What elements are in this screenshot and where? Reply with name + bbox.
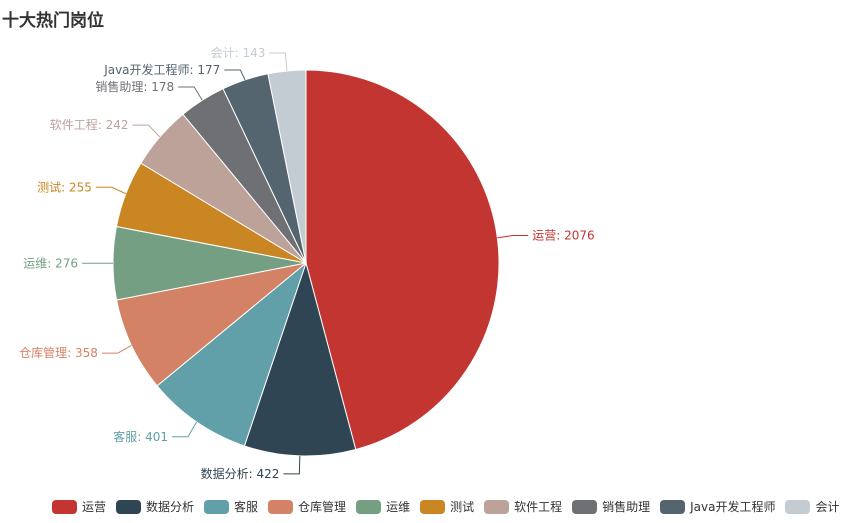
legend-swatch — [356, 499, 382, 514]
legend-label: Java开发工程师 — [690, 500, 776, 514]
legend-label: 仓库管理 — [298, 500, 347, 514]
label-line-8 — [224, 69, 246, 81]
legend: 运营 数据分析 客服 仓库管理 运维 测试 软件工程 销售助理 Java开发工程师 会计 — [52, 498, 840, 515]
legend-item-4[interactable]: 运维 — [356, 498, 410, 515]
pie-slice-9[interactable] — [267, 69, 307, 264]
data-label-8: Java开发工程师: 177 — [103, 62, 220, 77]
pie-slice-3[interactable] — [115, 262, 307, 387]
label-line-0 — [497, 235, 529, 239]
label-line-5 — [95, 186, 127, 195]
label-line-6 — [132, 124, 161, 138]
legend-label: 软件工程 — [514, 500, 563, 514]
legend-item-8[interactable]: Java开发工程师 — [660, 498, 775, 515]
legend-swatch — [52, 499, 77, 514]
legend-swatch — [572, 499, 598, 514]
legend-label: 会计 — [815, 500, 840, 514]
legend-swatch — [484, 499, 510, 514]
legend-item-7[interactable]: 销售助理 — [572, 498, 650, 515]
data-label-3: 仓库管理: 358 — [19, 345, 98, 360]
legend-item-9[interactable]: 会计 — [785, 498, 840, 515]
legend-label: 客服 — [234, 500, 259, 514]
pie-slice-0[interactable] — [305, 69, 500, 451]
legend-label: 运营 — [82, 500, 107, 514]
data-label-0: 运营: 2076 — [532, 229, 594, 243]
legend-swatch — [785, 499, 811, 514]
legend-label: 测试 — [450, 500, 475, 514]
data-label-5: 测试: 255 — [37, 179, 92, 194]
legend-label: 数据分析 — [146, 500, 195, 514]
label-line-9 — [269, 52, 288, 71]
legend-item-6[interactable]: 软件工程 — [484, 498, 562, 515]
legend-swatch — [268, 499, 294, 514]
legend-item-1[interactable]: 数据分析 — [116, 498, 194, 515]
label-line-2 — [172, 421, 197, 438]
legend-swatch — [204, 499, 230, 514]
data-label-4: 运维: 276 — [23, 256, 78, 270]
label-line-1 — [283, 455, 301, 475]
legend-swatch — [420, 499, 446, 514]
label-line-7 — [178, 86, 203, 101]
legend-item-0[interactable]: 运营 — [52, 498, 106, 515]
legend-swatch — [660, 499, 686, 514]
legend-item-2[interactable]: 客服 — [204, 498, 258, 515]
data-label-1: 数据分析: 422 — [201, 466, 280, 481]
data-label-9: 会计: 143 — [211, 46, 266, 60]
data-label-7: 销售助理: 178 — [95, 79, 174, 94]
data-label-2: 客服: 401 — [113, 429, 168, 444]
legend-label: 运维 — [386, 500, 411, 514]
data-label-6: 软件工程: 242 — [50, 117, 129, 132]
legend-label: 销售助理 — [602, 500, 651, 514]
chart-title: 十大热门岗位 — [2, 11, 104, 31]
legend-swatch — [116, 499, 142, 514]
label-line-3 — [101, 344, 132, 354]
legend-item-5[interactable]: 测试 — [420, 498, 474, 515]
legend-item-3[interactable]: 仓库管理 — [268, 498, 346, 515]
